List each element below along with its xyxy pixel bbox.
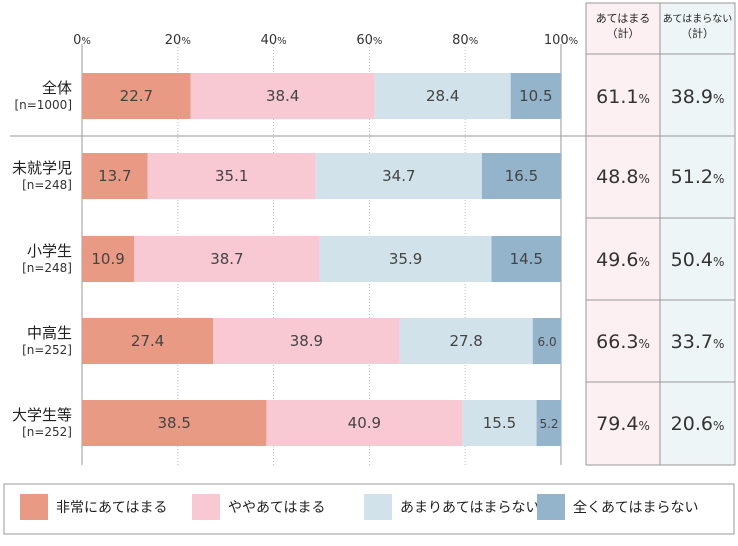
bar-segment bbox=[462, 400, 537, 446]
legend-swatch bbox=[364, 494, 392, 520]
bar-value-label: 27.4 bbox=[131, 332, 164, 350]
category-n-label: [n=1000] bbox=[14, 98, 72, 112]
legend-swatch bbox=[537, 494, 565, 520]
legend-label: 非常にあてはまる bbox=[56, 500, 167, 516]
bar-segment bbox=[532, 318, 562, 364]
bar-value-label: 40.9 bbox=[348, 414, 381, 432]
summary-column bbox=[585, 2, 661, 466]
bar-segment bbox=[481, 153, 561, 199]
legend-label: あまりあてはまらない bbox=[400, 500, 539, 516]
category-n-label: [n=248] bbox=[22, 178, 72, 192]
bar-value-label: 15.5 bbox=[483, 414, 516, 432]
bar-value-label: 38.7 bbox=[210, 250, 243, 268]
bar-value-label: 35.9 bbox=[389, 250, 422, 268]
legend-label: 全くあてはまらない bbox=[573, 499, 698, 516]
summary-column bbox=[659, 2, 736, 466]
summary-value: 48.8% bbox=[596, 166, 650, 188]
summary-header: あてはまらない bbox=[663, 13, 733, 25]
bar-segment bbox=[213, 318, 400, 364]
bar-segment bbox=[399, 318, 533, 364]
category-label: 全体 bbox=[42, 79, 72, 97]
bar-value-label: 38.4 bbox=[266, 87, 299, 105]
bar-segment bbox=[536, 400, 562, 446]
category-label: 大学生等 bbox=[12, 406, 72, 424]
bar-segment bbox=[134, 236, 320, 282]
bar-value-label: 10.5 bbox=[519, 87, 552, 105]
bar-value-label: 38.9 bbox=[290, 332, 323, 350]
x-tick-label: 60% bbox=[356, 33, 382, 48]
bar-value-label: 16.5 bbox=[505, 167, 538, 185]
summary-value: 66.3% bbox=[596, 331, 650, 353]
x-tick-label: 100% bbox=[544, 33, 578, 48]
bar-segment bbox=[82, 153, 148, 199]
bar-segment bbox=[319, 236, 492, 282]
summary-value: 20.6% bbox=[671, 413, 725, 435]
bar-value-label: 22.7 bbox=[120, 87, 153, 105]
bar-segment bbox=[510, 73, 561, 119]
bar-value-label: 13.7 bbox=[98, 167, 131, 185]
category-n-label: [n=252] bbox=[22, 343, 72, 357]
bar-segment bbox=[315, 153, 482, 199]
bar-value-label: 34.7 bbox=[382, 167, 415, 185]
summary-value: 51.2% bbox=[671, 166, 725, 188]
bar-segment bbox=[82, 318, 214, 364]
bar-value-label: 28.4 bbox=[426, 87, 459, 105]
bar-value-label: 35.1 bbox=[215, 167, 248, 185]
summary-header: あてはまる bbox=[596, 12, 651, 25]
x-tick-label: 0% bbox=[73, 33, 91, 48]
x-tick-label: 80% bbox=[452, 33, 478, 48]
summary-header-sub: （計） bbox=[607, 26, 640, 40]
bar-segment bbox=[82, 73, 191, 119]
category-label: 中高生 bbox=[27, 324, 72, 342]
category-label: 未就学児 bbox=[12, 159, 72, 177]
legend-label: ややあてはまる bbox=[228, 500, 325, 516]
category-n-label: [n=252] bbox=[22, 425, 72, 439]
x-tick-label: 40% bbox=[261, 33, 287, 48]
legend-swatch bbox=[192, 494, 220, 520]
bar-segment bbox=[82, 236, 135, 282]
bar-segment bbox=[491, 236, 561, 282]
bar-value-label: 38.5 bbox=[158, 414, 191, 432]
summary-value: 49.6% bbox=[596, 249, 650, 271]
bar-value-label: 27.8 bbox=[449, 332, 482, 350]
category-n-label: [n=248] bbox=[22, 261, 72, 275]
bar-segment bbox=[190, 73, 375, 119]
bar-value-label: 10.9 bbox=[91, 250, 124, 268]
summary-value: 79.4% bbox=[596, 413, 650, 435]
bar-segment bbox=[266, 400, 463, 446]
summary-value: 61.1% bbox=[596, 86, 650, 108]
category-label: 小学生 bbox=[27, 242, 72, 260]
bar-value-label: 5.2 bbox=[539, 417, 558, 431]
bar-segment bbox=[374, 73, 511, 119]
bar-value-label: 6.0 bbox=[538, 335, 557, 349]
bar-segment bbox=[147, 153, 316, 199]
x-tick-label: 20% bbox=[165, 33, 191, 48]
legend-swatch bbox=[20, 494, 48, 520]
summary-header-sub: （計） bbox=[681, 26, 714, 40]
bar-value-label: 14.5 bbox=[510, 250, 543, 268]
summary-value: 38.9% bbox=[671, 86, 725, 108]
summary-value: 50.4% bbox=[671, 249, 725, 271]
summary-value: 33.7% bbox=[671, 331, 725, 353]
bar-segment bbox=[82, 400, 267, 446]
